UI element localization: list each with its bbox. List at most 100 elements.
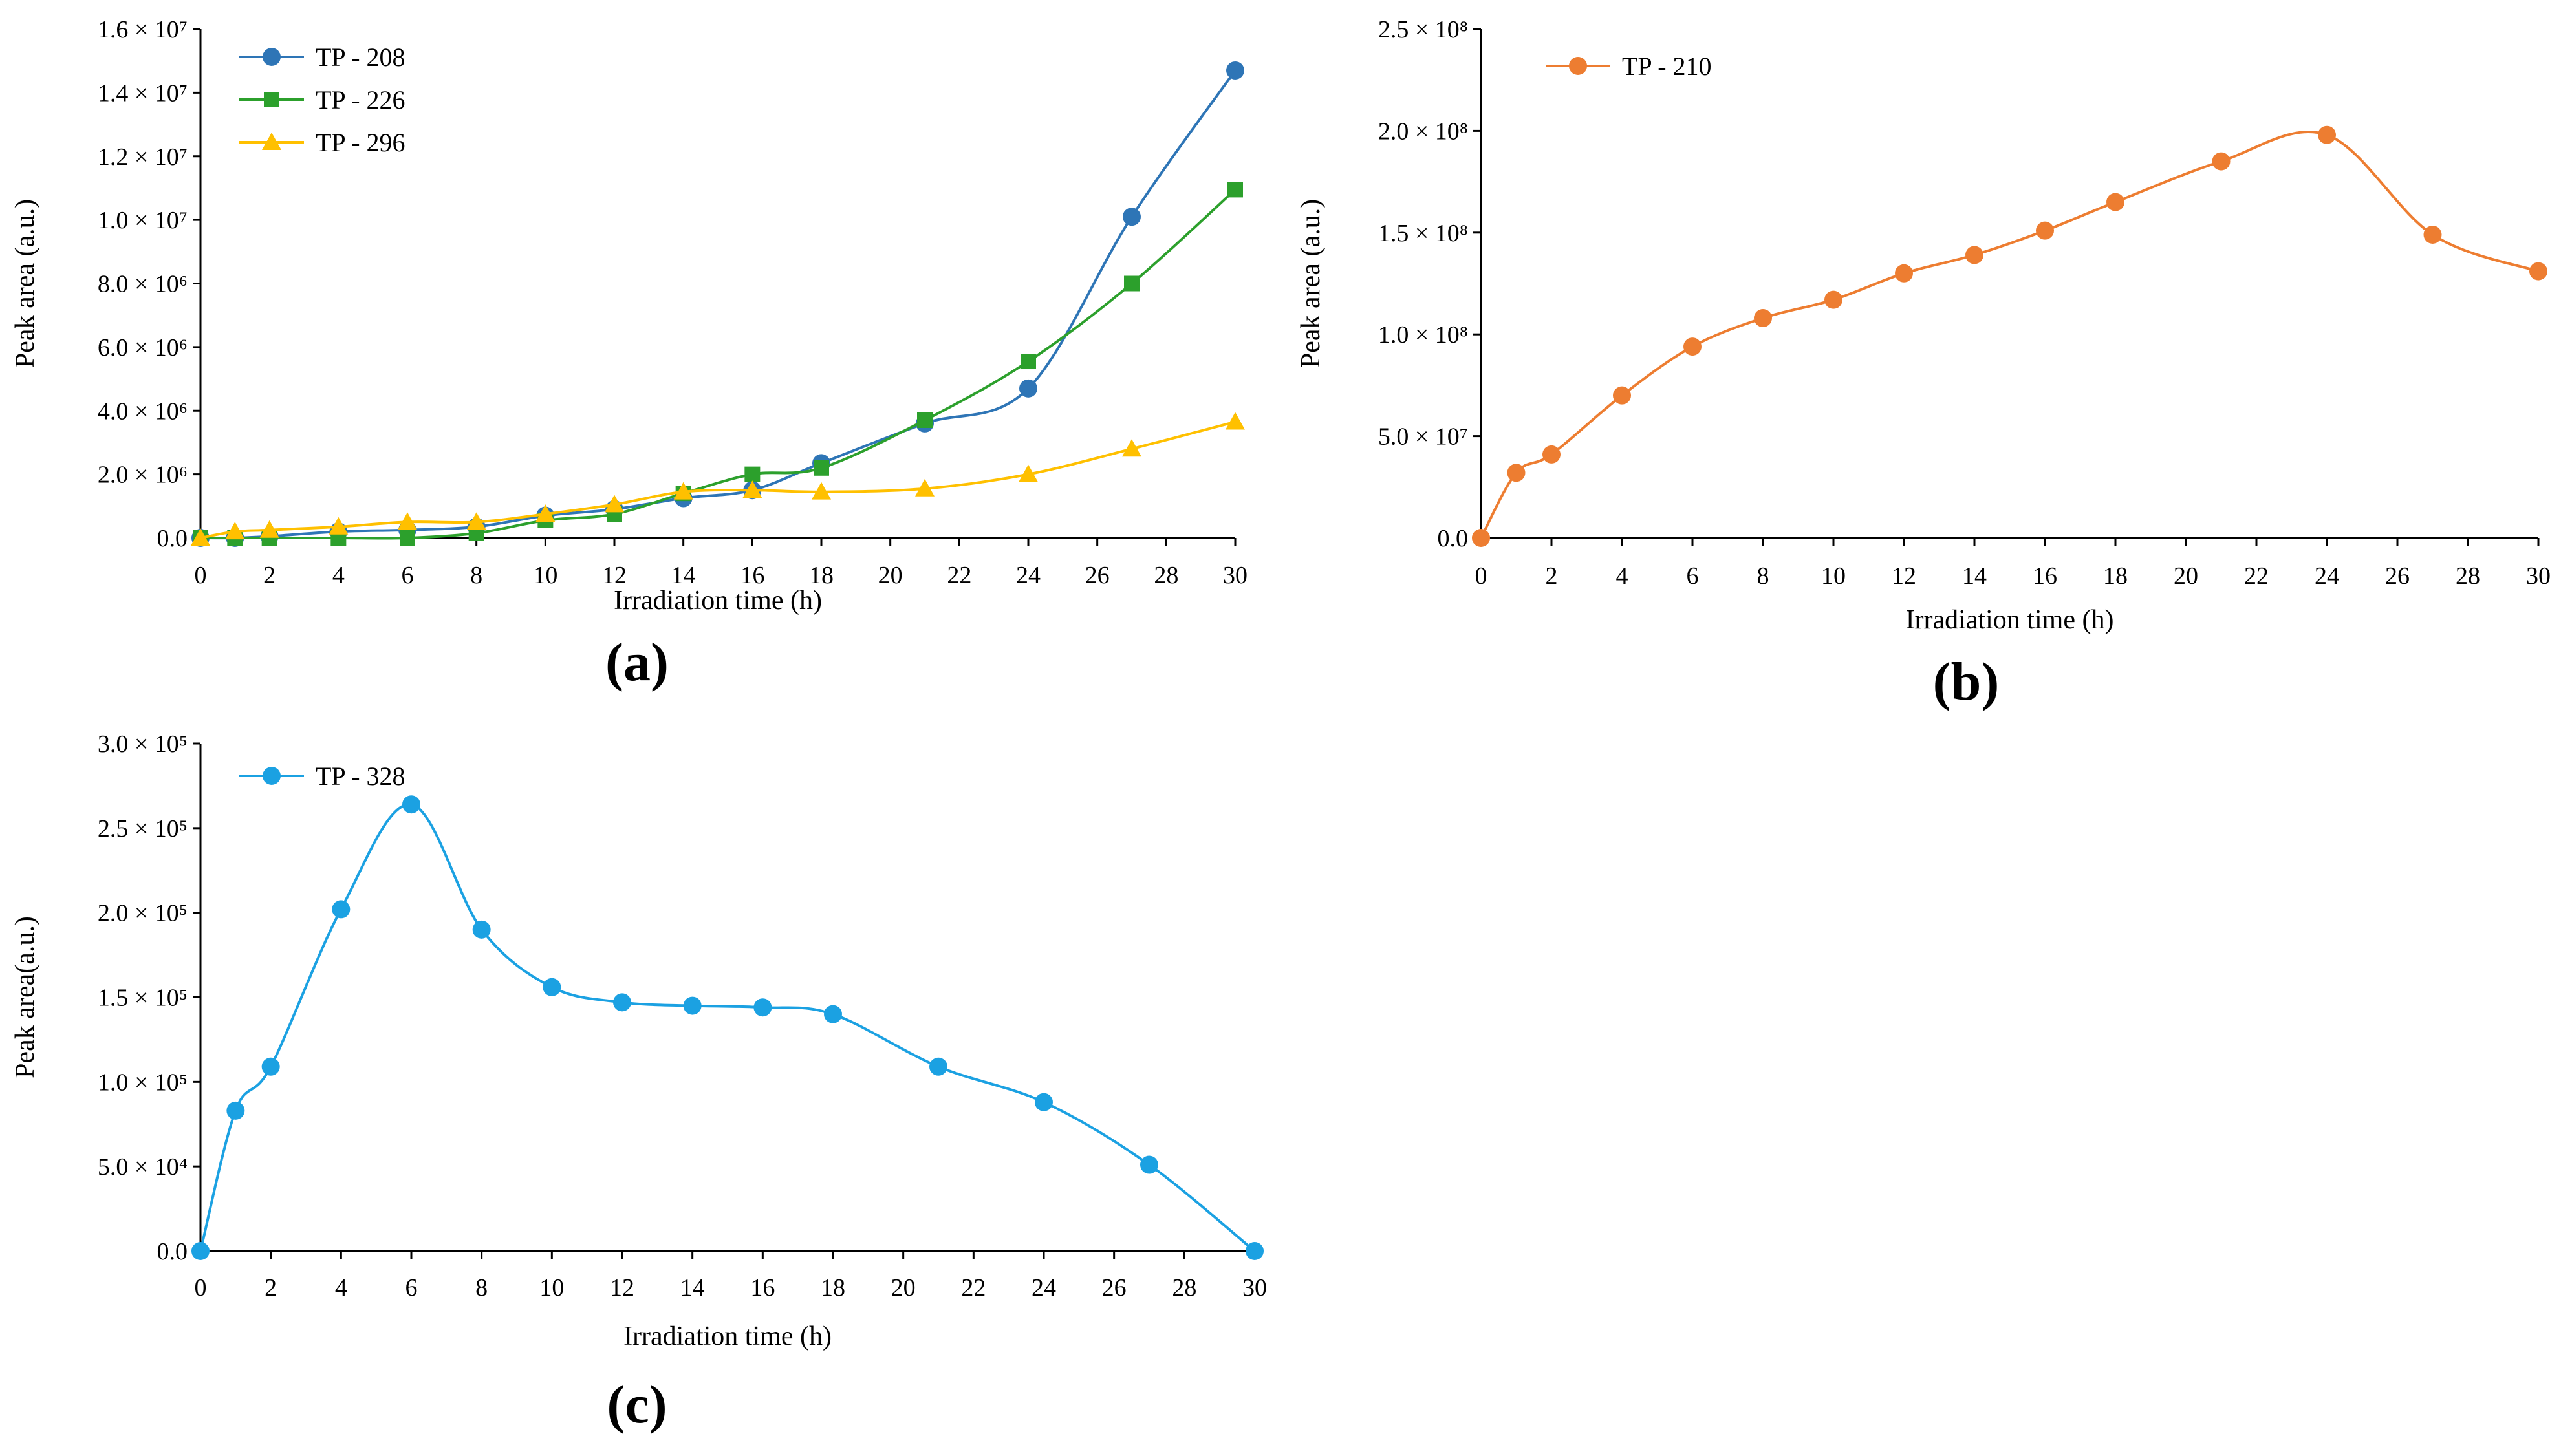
data-point bbox=[1507, 464, 1526, 482]
x-tick-label: 28 bbox=[1172, 1274, 1196, 1301]
legend-marker bbox=[263, 48, 281, 66]
data-point bbox=[332, 900, 351, 919]
x-tick-label: 8 bbox=[1757, 562, 1769, 590]
x-tick-label: 2 bbox=[263, 562, 276, 589]
x-tick-label: 30 bbox=[1223, 562, 1248, 589]
x-tick-label: 14 bbox=[671, 562, 696, 589]
data-point bbox=[2423, 225, 2442, 244]
data-point bbox=[613, 993, 631, 1012]
legend-entry: TP - 208 bbox=[239, 43, 405, 72]
y-tick-label: 2.0 × 10⁵ bbox=[98, 900, 188, 927]
y-tick-label: 1.0 × 10⁵ bbox=[98, 1069, 188, 1096]
data-point bbox=[1226, 61, 1244, 80]
data-point bbox=[1542, 445, 1561, 464]
x-tick-label: 16 bbox=[740, 562, 764, 589]
data-point bbox=[400, 530, 415, 546]
x-tick-label: 28 bbox=[2456, 562, 2480, 590]
x-tick-label: 16 bbox=[750, 1274, 775, 1301]
y-tick-label: 2.5 × 10⁸ bbox=[1378, 16, 1468, 43]
x-tick-label: 12 bbox=[610, 1274, 634, 1301]
x-tick-label: 4 bbox=[332, 562, 345, 589]
y-tick-label: 1.0 × 10⁷ bbox=[98, 207, 188, 234]
series-line bbox=[200, 188, 1237, 540]
x-tick-label: 30 bbox=[2526, 562, 2551, 590]
y-tick-label: 0.0 bbox=[157, 525, 188, 552]
legend-marker bbox=[1569, 57, 1587, 75]
panel-label: (b) bbox=[1933, 652, 2000, 712]
x-tick-label: 6 bbox=[402, 562, 414, 589]
y-tick-label: 1.5 × 10⁵ bbox=[98, 985, 188, 1012]
data-point bbox=[744, 466, 761, 482]
legend-entry: TP - 296 bbox=[239, 128, 405, 157]
data-point bbox=[259, 520, 279, 538]
panel-label: (a) bbox=[605, 632, 669, 692]
series-tp-210 bbox=[1472, 125, 2547, 547]
x-tick-label: 14 bbox=[680, 1274, 705, 1301]
x-tick-label: 26 bbox=[1102, 1274, 1127, 1301]
x-tick-label: 26 bbox=[1085, 562, 1110, 589]
data-point bbox=[824, 1005, 842, 1023]
data-point bbox=[329, 517, 349, 535]
data-point bbox=[605, 495, 624, 513]
data-point bbox=[1754, 309, 1772, 328]
data-point bbox=[929, 1057, 947, 1076]
y-tick-label: 8.0 × 10⁶ bbox=[98, 271, 188, 298]
x-tick-label: 4 bbox=[335, 1274, 347, 1301]
data-point bbox=[2106, 193, 2124, 211]
series-tp-296 bbox=[191, 412, 1245, 546]
legend-entry: TP - 210 bbox=[1546, 52, 1712, 81]
data-point bbox=[2318, 125, 2336, 144]
data-point bbox=[225, 522, 245, 540]
x-tick-label: 24 bbox=[1032, 1274, 1056, 1301]
y-tick-label: 1.6 × 10⁷ bbox=[98, 16, 188, 43]
x-tick-label: 0 bbox=[195, 562, 207, 589]
x-tick-label: 0 bbox=[195, 1274, 207, 1301]
data-point bbox=[917, 412, 933, 429]
data-point bbox=[1035, 1093, 1053, 1111]
data-point bbox=[1021, 354, 1036, 370]
x-tick-label: 18 bbox=[2103, 562, 2128, 590]
chart-panel-2: 0.0 5.0 × 10⁷ 1.0 × 10⁸ 1.5 × 10⁸ 2.0 × 10⁸ 2… bbox=[1296, 16, 2551, 712]
data-point bbox=[2529, 262, 2547, 281]
y-tick-label: 1.0 × 10⁸ bbox=[1378, 321, 1468, 348]
data-point bbox=[673, 482, 693, 500]
data-point bbox=[1122, 439, 1141, 457]
legend-label: TP - 328 bbox=[316, 762, 405, 791]
series-line bbox=[200, 420, 1236, 539]
x-tick-label: 2 bbox=[1546, 562, 1558, 590]
y-tick-label: 3.0 × 10⁵ bbox=[98, 731, 188, 758]
data-point bbox=[466, 512, 486, 530]
data-point bbox=[1227, 182, 1243, 198]
data-point bbox=[1124, 275, 1140, 292]
y-tick-label: 0.0 bbox=[1438, 525, 1469, 552]
x-tick-label: 8 bbox=[475, 1274, 488, 1301]
legend-label: TP - 210 bbox=[1622, 52, 1712, 81]
y-axis-label: Peak area (a.u.) bbox=[1296, 199, 1326, 368]
data-point bbox=[472, 920, 491, 939]
x-tick-label: 8 bbox=[470, 562, 482, 589]
x-tick-label: 6 bbox=[405, 1274, 418, 1301]
data-point bbox=[814, 460, 829, 476]
x-tick-label: 28 bbox=[1154, 562, 1178, 589]
y-tick-label: 4.0 × 10⁶ bbox=[98, 398, 188, 425]
y-tick-label: 2.0 × 10⁸ bbox=[1378, 118, 1468, 145]
y-tick-label: 1.4 × 10⁷ bbox=[98, 80, 188, 107]
x-tick-label: 12 bbox=[602, 562, 627, 589]
data-point bbox=[535, 504, 556, 522]
data-point bbox=[1140, 1155, 1158, 1174]
legend-label: TP - 296 bbox=[316, 128, 405, 157]
x-tick-label: 22 bbox=[2244, 562, 2269, 590]
x-axis-label: Irradiation time (h) bbox=[1906, 605, 2114, 635]
x-tick-label: 24 bbox=[1016, 562, 1041, 589]
legend-entry: TP - 226 bbox=[239, 85, 405, 114]
x-tick-label: 10 bbox=[533, 562, 557, 589]
x-axis-label: Irradiation time (h) bbox=[614, 586, 822, 616]
series-line bbox=[1480, 131, 2539, 539]
data-point bbox=[812, 482, 831, 500]
series-line bbox=[199, 803, 1256, 1252]
y-tick-label: 0.0 bbox=[157, 1238, 188, 1265]
data-point bbox=[1019, 464, 1038, 482]
data-point bbox=[191, 528, 210, 546]
x-tick-label: 12 bbox=[1892, 562, 1916, 590]
